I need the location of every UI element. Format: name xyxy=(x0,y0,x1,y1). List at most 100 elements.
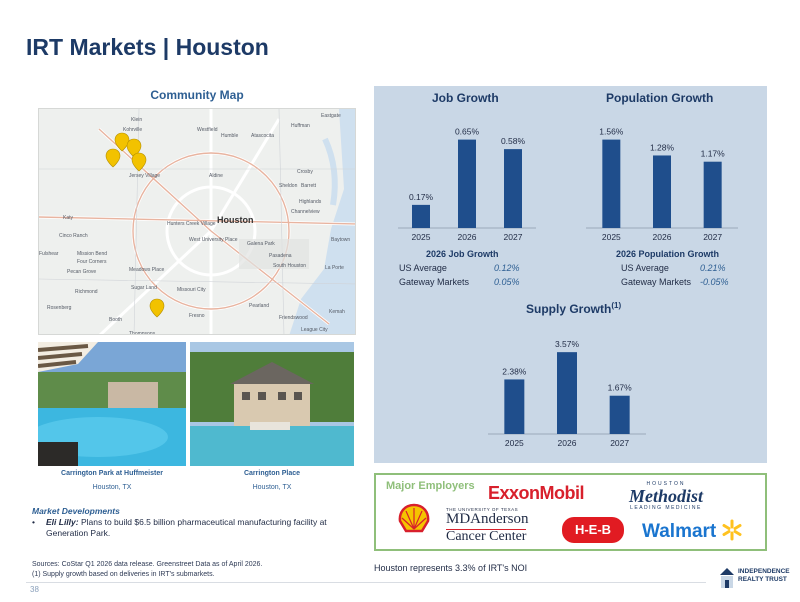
map-place-label: Humble xyxy=(221,133,238,139)
population-growth-chart: 1.56% 2025 1.28% 2026 1.17% 2027 xyxy=(586,127,738,242)
map-place-label: Barrett xyxy=(301,183,317,189)
job-summary-value: 0.05% xyxy=(494,277,520,287)
map-place-label: Eastgate xyxy=(321,113,341,119)
bar-2025 xyxy=(602,139,621,228)
bar-data-label: 0.65% xyxy=(455,127,480,137)
bar-data-label: 3.57% xyxy=(555,339,580,349)
property-photo-huffmeister xyxy=(38,342,186,466)
irt-brand-logo: INDEPENDENCE REALTY TRUST xyxy=(718,566,792,596)
map-place-label: Highlands xyxy=(299,199,322,205)
property-caption-2: Carrington Place Houston, TX xyxy=(190,470,354,491)
major-employers-title: Major Employers xyxy=(386,480,475,492)
map-place-label: Friendswood xyxy=(279,315,308,321)
job-summary-label: US Average xyxy=(399,263,447,273)
x-tick-label: 2026 xyxy=(558,438,577,448)
map-place-label: Baytown xyxy=(331,237,350,243)
map-place-label: Westfield xyxy=(197,127,218,133)
methodist-name: Methodist xyxy=(628,486,703,506)
map-place-label: South Houston xyxy=(273,263,306,269)
map-place-label: Galena Park xyxy=(247,241,275,247)
map-place-label: Fulshear xyxy=(39,251,59,257)
noi-note: Houston represents 3.3% of IRT's NOI xyxy=(374,563,528,573)
map-place-label: Thompsons xyxy=(129,331,156,335)
job-summary-value: 0.12% xyxy=(494,263,520,273)
map-place-label: Sheldon xyxy=(279,183,298,189)
property-photo-carrington-place xyxy=(190,342,354,466)
x-tick-label: 2025 xyxy=(412,232,431,242)
community-map[interactable]: Klein Westfield Humble Atascocita Huffman Eas… xyxy=(38,108,356,335)
sources-note: Sources: CoStar Q1 2026 data release. Gr… xyxy=(32,560,262,580)
bar-2026 xyxy=(557,352,577,434)
map-place-label: Klein xyxy=(131,117,142,123)
population-growth-title: Population Growth xyxy=(606,91,714,105)
market-developments-heading: Market Developments xyxy=(32,506,120,516)
property-pins xyxy=(105,132,165,318)
pop-summary-value: 0.21% xyxy=(700,263,726,273)
x-tick-label: 2027 xyxy=(610,438,629,448)
footer-divider xyxy=(26,582,706,583)
supply-growth-chart: 2.38% 2025 3.57% 2026 1.67% 2027 xyxy=(488,339,646,448)
bar-2027 xyxy=(609,395,630,434)
bar-2027 xyxy=(504,149,522,228)
bar-2027 xyxy=(703,161,722,228)
md-anderson-sub: Cancer Center xyxy=(446,529,527,544)
x-tick-label: 2027 xyxy=(703,232,722,242)
map-place-label: Sugar Land xyxy=(131,285,157,291)
map-place-label: West University Place xyxy=(189,237,238,243)
map-place-label: Huffman xyxy=(291,123,310,129)
growth-charts-panel: Job Growth Population Growth 0.17% 2025 0.… xyxy=(374,86,767,463)
bullet-icon: • xyxy=(32,517,35,527)
heb-logo: H-E-B xyxy=(562,517,624,543)
development-text: Plans to build $6.5 billion pharmaceutic… xyxy=(46,517,327,538)
brand-line-2: REALTY TRUST xyxy=(738,576,787,583)
methodist-logo: HOUSTON Methodist LEADING MEDICINE xyxy=(616,481,716,511)
footnote-line: (1) Supply growth based on deliveries in… xyxy=(32,571,215,578)
supply-growth-title: Supply Growth(1) xyxy=(526,301,621,316)
map-place-label: Missouri City xyxy=(177,287,206,293)
map-place-label: Kemah xyxy=(329,309,345,315)
walmart-spark-icon xyxy=(722,519,742,541)
map-place-label: Kohrville xyxy=(123,127,142,133)
bar-data-label: 1.56% xyxy=(599,127,624,137)
walmart-logo: Walmart xyxy=(642,519,743,543)
page-title: IRT Markets | Houston xyxy=(26,34,269,60)
bar-data-label: 0.17% xyxy=(409,192,434,202)
map-place-label: Hunters Creek Village xyxy=(167,221,216,227)
job-growth-title: Job Growth xyxy=(432,91,499,105)
md-anderson-top: THE UNIVERSITY OF TEXAS xyxy=(446,507,519,512)
major-employers-box: Major Employers ExxonMobil HOUSTON Metho… xyxy=(374,473,767,551)
x-tick-label: 2027 xyxy=(504,232,523,242)
methodist-sub: LEADING MEDICINE xyxy=(630,505,702,511)
supply-growth-title-text: Supply Growth xyxy=(526,302,612,316)
methodist-top: HOUSTON xyxy=(646,481,686,487)
map-place-label: Mission Bend xyxy=(77,251,107,257)
bar-2026 xyxy=(653,155,671,228)
property-name: Carrington Park at Huffmeister xyxy=(61,470,163,477)
pop-summary-value: -0.05% xyxy=(700,277,729,287)
property-name: Carrington Place xyxy=(243,470,300,477)
map-place-label: Pasadena xyxy=(269,253,292,259)
bar-2025 xyxy=(504,379,525,434)
map-place-label: Rosenberg xyxy=(47,305,72,311)
map-place-label: Katy xyxy=(63,215,74,221)
bar-data-label: 1.17% xyxy=(701,149,726,159)
pop-summary-label: US Average xyxy=(621,263,669,273)
bar-data-label: 1.67% xyxy=(608,383,633,393)
map-place-label: Pecan Grove xyxy=(67,269,96,275)
property-caption-1: Carrington Park at Huffmeister Houston, … xyxy=(38,470,186,491)
map-place-label: Cinco Ranch xyxy=(59,233,88,239)
map-place-label: Meadows Place xyxy=(129,267,165,273)
page-number: 38 xyxy=(30,585,39,594)
map-title: Community Map xyxy=(150,88,244,102)
map-place-label: Richmond xyxy=(75,289,98,295)
map-place-label: Channelview xyxy=(291,209,320,215)
md-anderson-main: MDAnderson xyxy=(446,511,529,527)
map-place-label: Fresno xyxy=(189,313,205,319)
map-place-label: Jersey Village xyxy=(129,173,160,179)
job-summary-label: Gateway Markets xyxy=(399,277,470,287)
x-tick-label: 2026 xyxy=(458,232,477,242)
market-developments-list: • Eli Lilly: Plans to build $6.5 billion… xyxy=(32,517,362,539)
property-location: Houston, TX xyxy=(252,484,292,491)
bar-2025 xyxy=(412,204,430,228)
